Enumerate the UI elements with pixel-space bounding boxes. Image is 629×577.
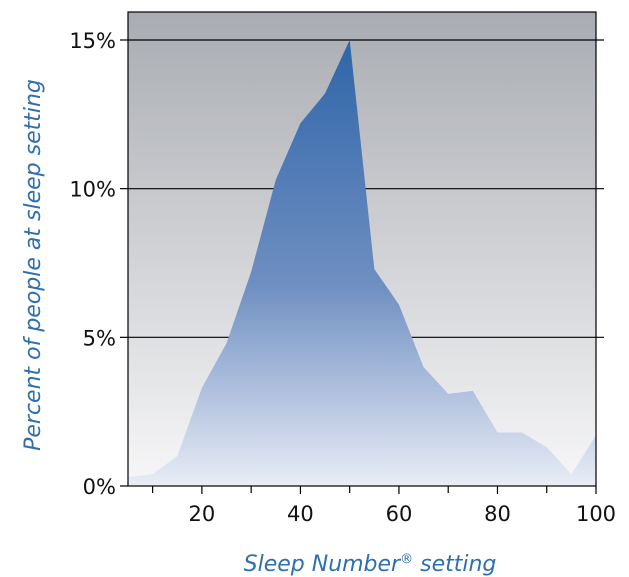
- y-axis-title: Percent of people at sleep setting: [21, 79, 46, 451]
- x-tick-label: 20: [189, 502, 216, 526]
- data-area: [128, 40, 596, 486]
- x-tick-label: 80: [484, 502, 511, 526]
- plot-frame: [127, 11, 597, 487]
- x-tick-label: 60: [386, 502, 413, 526]
- axis-ticks: 0% 5% 10% 15% 20 40 60 80 100: [69, 29, 616, 526]
- x-tick-label: 100: [576, 502, 616, 526]
- y-tick-label: 10%: [69, 178, 116, 202]
- x-axis-title: Sleep Number® setting: [244, 552, 497, 577]
- x-tick-label: 40: [287, 502, 314, 526]
- y-tick-label: 15%: [69, 29, 116, 53]
- y-tick-label: 5%: [83, 326, 116, 350]
- y-tick-label: 0%: [83, 475, 116, 499]
